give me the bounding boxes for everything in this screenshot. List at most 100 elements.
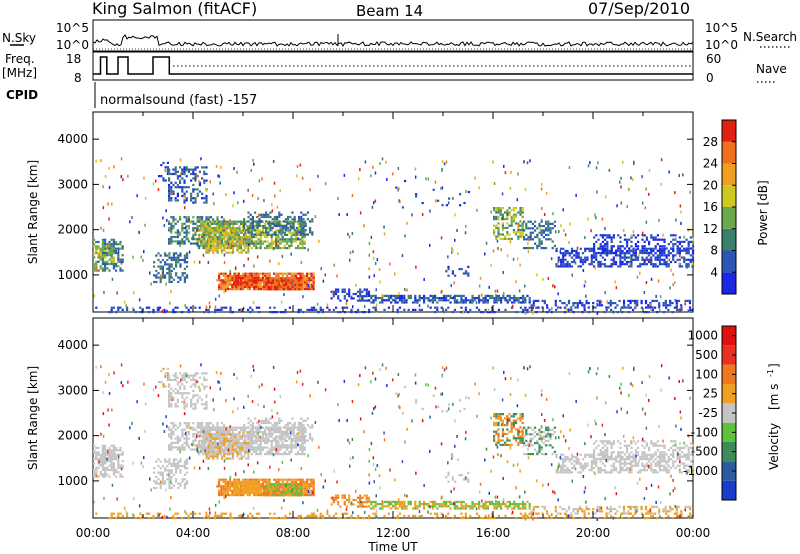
echo-cell [597, 247, 600, 250]
echo-cell [110, 260, 113, 263]
echo-cell [168, 252, 171, 255]
echo-cell [214, 244, 217, 248]
echo-cell [110, 243, 113, 246]
echo-cell [223, 290, 225, 294]
echo-cell [222, 279, 225, 282]
echo-cell [293, 281, 296, 284]
echo-cell [231, 274, 234, 277]
echo-cell [648, 240, 651, 243]
echo-cell [596, 299, 599, 302]
echo-cell [95, 260, 98, 263]
echo-cell [242, 442, 246, 445]
echo-cell [299, 428, 302, 431]
echo-cell [540, 225, 543, 228]
echo-cell [674, 298, 676, 302]
echo-cell [575, 249, 578, 253]
echo-cell [120, 175, 123, 179]
echo-cell [592, 260, 596, 264]
echo-cell [541, 207, 543, 210]
echo-cell [175, 258, 178, 262]
echo-cell [239, 236, 242, 239]
echo-cell [192, 170, 195, 173]
colorbar-swatch [722, 141, 736, 164]
echo-cell [108, 243, 111, 246]
echo-cell [246, 274, 249, 278]
echo-cell [166, 309, 168, 313]
echo-cell [671, 311, 674, 314]
echo-cell [196, 444, 199, 447]
echo-cell [185, 235, 188, 239]
echo-cell [158, 381, 161, 384]
echo-cell [529, 159, 531, 163]
echo-cell [168, 179, 171, 182]
echo-cell [250, 247, 253, 250]
echo-cell [108, 451, 111, 454]
echo-cell [272, 242, 275, 245]
echo-cell [265, 211, 268, 214]
echo-cell [289, 277, 292, 280]
echo-cell [121, 466, 124, 469]
echo-cell [181, 224, 184, 228]
echo-cell [547, 227, 550, 230]
echo-cell [436, 297, 439, 300]
echo-cell [626, 205, 628, 209]
echo-cell [351, 232, 354, 235]
echo-cell [687, 249, 690, 253]
echo-cell [229, 489, 232, 492]
echo-cell [638, 253, 640, 257]
echo-cell [168, 480, 171, 483]
echo-cell [643, 245, 646, 248]
echo-cell [176, 441, 179, 445]
echo-cell [204, 428, 207, 431]
echo-cell [286, 435, 289, 438]
echo-cell [392, 294, 395, 297]
echo-cell [345, 292, 349, 296]
echo-cell [321, 308, 324, 311]
echo-cell [271, 222, 274, 225]
echo-cell [306, 272, 309, 275]
echo-cell [139, 306, 142, 309]
echo-cell [183, 240, 186, 243]
echo-cell [301, 279, 304, 282]
echo-cell [159, 484, 162, 487]
echo-cell [269, 279, 272, 282]
echo-cell [260, 213, 263, 216]
echo-cell [359, 211, 362, 215]
echo-cell [207, 424, 210, 427]
echo-cell [229, 311, 232, 314]
echo-cell [497, 218, 500, 221]
echo-cell [145, 306, 148, 309]
echo-cell [265, 283, 268, 286]
echo-cell [170, 405, 173, 408]
echo-cell [267, 215, 270, 219]
echo-cell [588, 247, 591, 250]
echo-cell [161, 258, 164, 262]
echo-cell [447, 274, 450, 277]
echo-cell [201, 197, 204, 200]
echo-cell [168, 484, 171, 487]
echo-cell [356, 295, 360, 298]
echo-cell [292, 233, 295, 236]
echo-cell [222, 480, 225, 483]
echo-cell [300, 277, 303, 280]
echo-cell [106, 254, 109, 257]
echo-cell [261, 177, 263, 181]
echo-cell [478, 186, 480, 190]
echo-cell [659, 295, 662, 299]
echo-cell [187, 308, 190, 311]
echo-cell [406, 288, 408, 292]
echo-cell [650, 236, 653, 239]
echo-cell [648, 169, 651, 173]
echo-cell [288, 220, 291, 223]
echo-cell [216, 222, 219, 225]
echo-cell [510, 215, 513, 218]
echo-cell [593, 245, 596, 248]
echo-cell [246, 288, 249, 291]
echo-cell [572, 311, 575, 314]
echo-cell [250, 435, 253, 438]
echo-cell [112, 462, 115, 465]
echo-cell [598, 299, 601, 302]
echo-cell [211, 426, 214, 429]
echo-cell [292, 439, 295, 442]
